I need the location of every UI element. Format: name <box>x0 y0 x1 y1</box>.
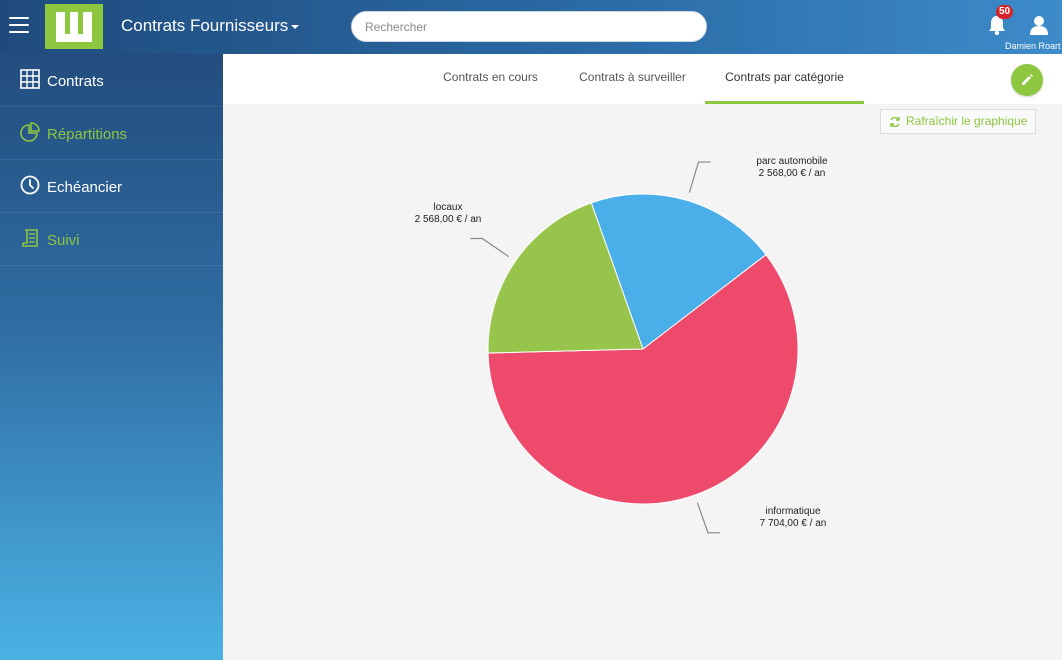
refresh-icon <box>890 116 900 128</box>
pie-label-value: 2 568,00 € / an <box>759 168 826 179</box>
search-input[interactable] <box>351 11 707 42</box>
pie-connector <box>688 161 711 193</box>
pie-label-value: 7 704,00 € / an <box>760 518 827 529</box>
pie-slice-parc-automobile[interactable] <box>590 193 767 350</box>
sidebar-item-label: Répartitions <box>47 126 128 143</box>
sidebar-item-label: Suivi <box>47 232 80 249</box>
clock-icon <box>20 175 40 195</box>
grid-icon <box>20 69 40 89</box>
user-icon[interactable] <box>1030 15 1048 35</box>
sidebar-item-contrats[interactable]: Contrats <box>0 54 223 107</box>
top-header: Contrats Fournisseurs 50 Damien Roart <box>0 0 1062 54</box>
pie-connector <box>696 502 721 534</box>
notification-badge: 50 <box>996 5 1013 19</box>
sidebar-item-label: Contrats <box>47 73 104 90</box>
refresh-chart-button[interactable]: Rafraîchir le graphique <box>880 109 1036 134</box>
tab-contrats-par-categorie[interactable]: Contrats par catégorie <box>705 54 864 104</box>
edit-button[interactable] <box>1011 64 1043 96</box>
pie-slice-locaux[interactable] <box>487 202 644 354</box>
pie-slice-informatique[interactable] <box>487 253 799 505</box>
pie-connector <box>470 237 510 258</box>
app-title-text: Contrats Fournisseurs <box>121 16 289 35</box>
tab-contrats-en-cours[interactable]: Contrats en cours <box>443 70 538 84</box>
sidebar-item-repartitions[interactable]: Répartitions <box>0 107 223 160</box>
sidebar-item-suivi[interactable]: Suivi <box>0 213 223 266</box>
app-title-dropdown[interactable]: Contrats Fournisseurs <box>121 16 300 36</box>
tab-bar: Contrats en cours Contrats à surveiller … <box>223 54 1062 104</box>
caret-down-icon <box>291 24 300 29</box>
sidebar: Contrats Répartitions Echéancier Suivi <box>0 54 223 660</box>
app-logo[interactable] <box>45 4 103 49</box>
menu-icon[interactable] <box>9 17 29 33</box>
pie-label-value: 2 568,00 € / an <box>415 214 482 225</box>
pie-chart-icon <box>20 122 40 142</box>
tab-contrats-a-surveiller[interactable]: Contrats à surveiller <box>579 70 686 84</box>
pie-label-category: informatique <box>765 506 820 517</box>
sidebar-item-echeancier[interactable]: Echéancier <box>0 160 223 213</box>
document-icon <box>22 229 38 247</box>
bell-icon[interactable] <box>987 14 1007 36</box>
pie-label-category: parc automobile <box>756 156 828 167</box>
refresh-label: Rafraîchir le graphique <box>906 114 1028 128</box>
sidebar-item-label: Echéancier <box>47 179 123 196</box>
user-name[interactable]: Damien Roart <box>1005 41 1061 51</box>
pencil-icon <box>1022 74 1033 85</box>
pie-label-category: locaux <box>434 202 463 213</box>
